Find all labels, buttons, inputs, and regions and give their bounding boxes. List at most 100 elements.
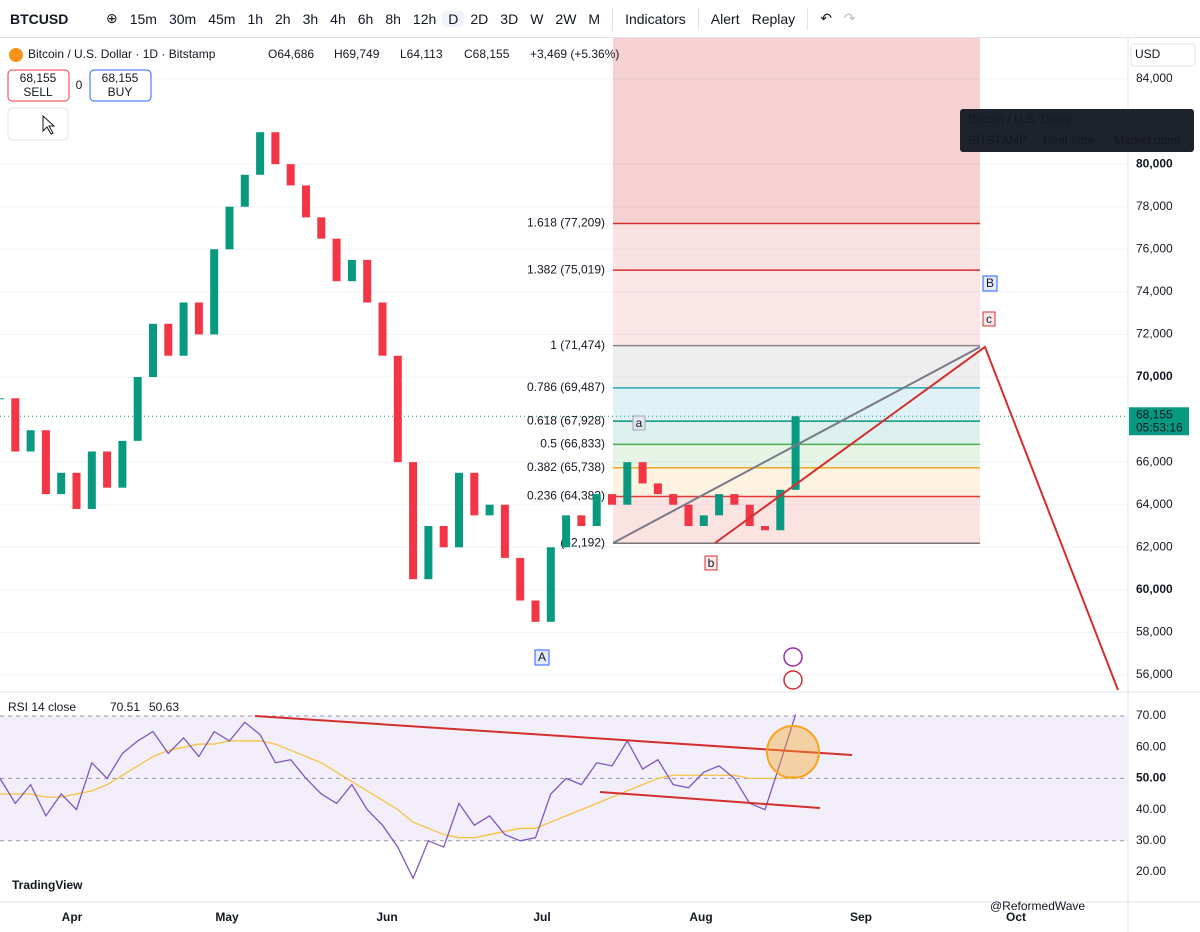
rsi-tick-label: 30.00	[1136, 833, 1166, 847]
compare-button[interactable]: ⊕	[106, 10, 118, 26]
rsi-tick-label: 50.00	[1136, 771, 1166, 785]
buy-button[interactable]	[89, 69, 152, 102]
price-tick-label: 80,000	[1136, 156, 1173, 170]
candle	[378, 302, 387, 356]
candle	[592, 494, 601, 526]
candle	[271, 132, 280, 165]
candle	[623, 462, 632, 505]
candle	[118, 440, 127, 488]
candle	[332, 238, 341, 282]
rsi-tick-label: 60.00	[1136, 739, 1166, 753]
cursor-icon	[42, 114, 56, 135]
price-tick-label: 70,000	[1136, 369, 1173, 383]
rsi-value: 70.51	[110, 700, 140, 714]
wave-label: A	[538, 650, 546, 664]
interval[interactable]: 1h	[247, 10, 264, 27]
rsi-ma-line	[0, 740, 796, 839]
alert-button[interactable]: Alert	[710, 10, 740, 27]
toolbar: BTCUSD ⊕ 15m 30m 45m 1h 2h 3h 4h 6h 8h 12h D 2D 3D W 2…	[0, 0, 1200, 38]
buy-price: 68,155	[102, 71, 139, 85]
event-icon[interactable]	[783, 670, 803, 690]
tooltip-status: Market open	[1114, 133, 1181, 147]
interval[interactable]: D	[442, 10, 465, 27]
candle	[87, 451, 96, 509]
candle	[562, 515, 571, 548]
interval[interactable]: 12h	[412, 10, 437, 27]
indicators-button[interactable]: Indicators	[625, 10, 686, 27]
candle	[485, 504, 494, 516]
fib-zone	[613, 387, 980, 422]
wave-label: b	[708, 556, 715, 570]
interval[interactable]: 3D	[500, 10, 519, 27]
event-icon[interactable]	[783, 647, 803, 667]
grid	[0, 78, 1128, 676]
time-label: Apr	[62, 910, 83, 924]
interval[interactable]: 2D	[470, 10, 489, 27]
price-tick-label: 60,000	[1136, 582, 1173, 596]
fib-retracement: 1.618 (77,209) 1.382 (75,019) 1 (71,474) 0.…	[527, 38, 980, 549]
currency-button[interactable]	[1130, 43, 1196, 67]
trend-line	[612, 346, 981, 544]
fib-label: 0.236 (64,383)	[527, 489, 605, 503]
interval[interactable]: 8h	[385, 10, 401, 27]
time-label: Jul	[533, 910, 550, 924]
coin-icon	[9, 48, 23, 62]
interval[interactable]: 6h	[357, 10, 374, 27]
replay-button[interactable]: Replay	[751, 10, 796, 27]
interval[interactable]: 3h	[302, 10, 319, 27]
interval[interactable]: W	[530, 10, 544, 27]
symbol-search[interactable]: BTCUSD	[10, 10, 69, 27]
target-zone	[613, 38, 980, 224]
symbol-title: Bitcoin / U.S. Dollar · 1D · Bitstamp	[28, 47, 216, 61]
candle	[638, 462, 647, 484]
candle	[684, 504, 693, 526]
tooltip-feed: Real-time	[1043, 133, 1095, 147]
candle	[653, 483, 662, 495]
candle	[41, 430, 50, 495]
candle	[424, 526, 433, 580]
wave-label: a	[636, 416, 643, 430]
candle	[761, 526, 769, 531]
undo-button[interactable]: ↶	[820, 10, 832, 26]
rsi-pane	[0, 714, 1128, 880]
candle	[240, 174, 249, 207]
ohlc-open: O64,686	[268, 47, 314, 61]
fib-label: 0.618 (67,928)	[527, 413, 605, 427]
interval[interactable]: 2h	[275, 10, 291, 27]
cursor-tool[interactable]	[7, 107, 69, 141]
fib-label: 1.382 (75,019)	[527, 262, 605, 276]
time-label: Sep	[850, 910, 872, 924]
sell-button[interactable]	[7, 69, 70, 102]
candle	[409, 462, 418, 580]
last-price-label: 68,155	[1136, 407, 1173, 421]
candle	[669, 494, 678, 505]
candle	[776, 489, 785, 531]
redo-button[interactable]: ↷	[843, 10, 856, 26]
time-label: Oct	[1006, 910, 1026, 924]
intervals: 15m 30m 45m 1h 2h 3h 4h 6h 8h 12h D 2D 3D W 2W M	[124, 10, 606, 27]
currency: USD	[1135, 47, 1161, 61]
interval[interactable]: 15m	[129, 10, 157, 27]
candle	[164, 323, 173, 356]
interval[interactable]: 2W	[555, 10, 577, 27]
candle	[608, 494, 616, 505]
candle	[194, 302, 203, 335]
price-tick-label: 66,000	[1136, 454, 1173, 468]
rsi-line	[0, 714, 797, 880]
candles	[0, 132, 800, 622]
axes: 84,000 80,000 78,000 76,000 74,000 72,000 70,0…	[62, 71, 1189, 924]
branding: TradingView	[12, 878, 83, 892]
separator	[807, 7, 809, 30]
candle	[317, 217, 326, 239]
rsi-label: RSI 14 close	[8, 700, 76, 714]
candle	[363, 259, 372, 303]
candle	[103, 451, 112, 488]
time-label: May	[215, 910, 239, 924]
interval[interactable]: M	[588, 10, 601, 27]
tooltip-name: Bitcoin / U.S. Dollar	[968, 112, 1072, 126]
interval[interactable]: 4h	[330, 10, 346, 27]
interval[interactable]: 45m	[208, 10, 236, 27]
fib-zone	[613, 270, 980, 346]
interval[interactable]: 30m	[168, 10, 197, 27]
